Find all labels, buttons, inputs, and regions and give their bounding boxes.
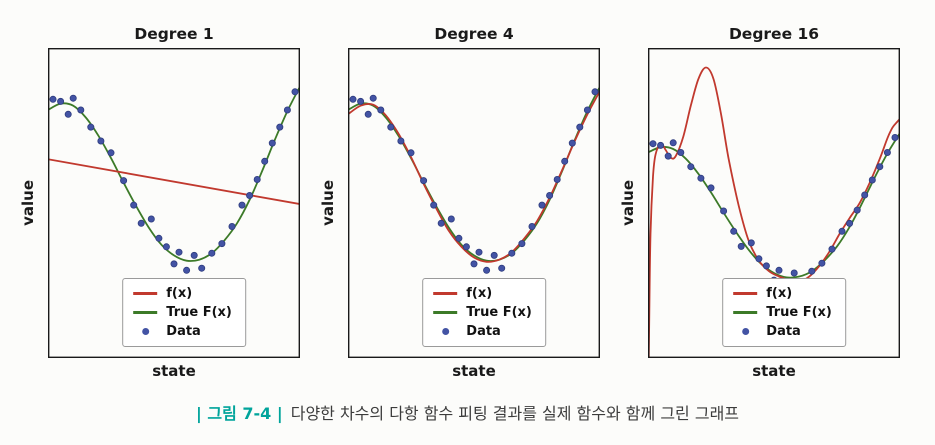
legend-item: Data [132,324,232,339]
true-fx-line-icon [133,311,158,314]
legend-item: Data [732,324,832,339]
plot-panel: Degree 4 value f(x) True F(x) [308,25,600,380]
plot-container: f(x) True F(x) Data [648,48,900,358]
true-fx-line-icon [433,311,458,314]
legend-item: f(x) [132,286,232,301]
fx-line-icon [733,292,758,295]
caption-label: | 그림 7-4 | [195,404,283,423]
plot-title: Degree 16 [728,25,820,43]
plot-area [648,48,900,358]
x-axis-label: state [452,362,496,380]
legend-label: Data [466,324,501,339]
figure-caption: | 그림 7-4 | 다양한 차수의 다항 함수 피팅 결과를 실제 함수와 함께… [0,400,935,424]
y-axis-label: value [319,180,337,226]
legend-item: f(x) [432,286,532,301]
plot-panel: Degree 16 value f(x) True F(x) [608,25,900,380]
legend-label: True F(x) [166,305,232,320]
legend-item: True F(x) [432,305,532,320]
plot-panel: Degree 1 value f(x) True F(x) [8,25,300,380]
legend-item: Data [432,324,532,339]
data-dot-icon [741,328,749,335]
legend-item: f(x) [732,286,832,301]
y-axis-label-column: value [308,48,348,358]
fx-line-icon [433,292,458,295]
legend-label: f(x) [766,286,793,301]
x-axis-label: state [152,362,196,380]
legend-label: Data [166,324,201,339]
y-axis-label-column: value [608,48,648,358]
legend-label: True F(x) [766,305,832,320]
true-fx-line-icon [733,311,758,314]
plot-area [348,48,600,358]
legend: f(x) True F(x) Data [122,278,246,347]
plots-row: Degree 1 value f(x) True F(x) [0,25,935,380]
y-axis-label: value [619,180,637,226]
x-axis-label: state [752,362,796,380]
plot-area [48,48,300,358]
legend-item: True F(x) [732,305,832,320]
legend-item: True F(x) [132,305,232,320]
legend-label: f(x) [166,286,193,301]
legend-label: f(x) [466,286,493,301]
data-dot-icon [141,328,149,335]
legend: f(x) True F(x) Data [722,278,846,347]
legend-label: True F(x) [466,305,532,320]
plot-container: f(x) True F(x) Data [348,48,600,358]
y-axis-label: value [19,180,37,226]
y-axis-label-column: value [8,48,48,358]
legend: f(x) True F(x) Data [422,278,546,347]
caption-text: 다양한 차수의 다항 함수 피팅 결과를 실제 함수와 함께 그린 그래프 [290,404,740,423]
data-dot-icon [441,328,449,335]
plot-title: Degree 4 [434,25,514,43]
legend-label: Data [766,324,801,339]
fx-line-icon [133,292,158,295]
plot-title: Degree 1 [134,25,214,43]
plot-container: f(x) True F(x) Data [48,48,300,358]
